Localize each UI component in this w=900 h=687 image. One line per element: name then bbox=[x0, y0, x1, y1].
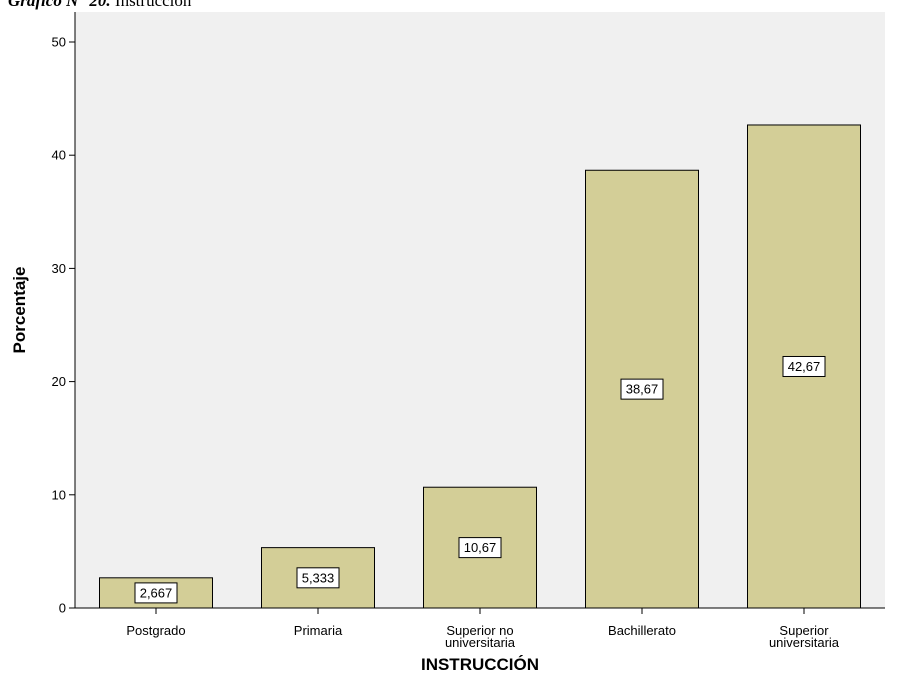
y-axis-ticks: 0 10 20 30 40 50 bbox=[52, 35, 75, 616]
y-tick-label: 10 bbox=[52, 487, 66, 502]
data-label-box bbox=[782, 355, 826, 377]
data-label: 2,667 bbox=[140, 585, 173, 600]
data-label-box bbox=[620, 378, 664, 400]
x-tick-label: Superior universitaria bbox=[769, 623, 840, 650]
data-label-box bbox=[134, 582, 178, 604]
data-labels: 2,667 5,333 10,67 38,67 42,67 bbox=[134, 355, 826, 604]
data-label: 10,67 bbox=[464, 540, 497, 555]
y-axis-title: Porcentaje bbox=[10, 267, 29, 354]
data-label: 42,67 bbox=[788, 359, 821, 374]
x-tick-label: Postgrado bbox=[126, 623, 185, 638]
x-axis-ticks: Postgrado Primaria Superior no universitari… bbox=[126, 608, 840, 650]
figure-caption-prefix: Gráfico N° 20. bbox=[8, 0, 111, 10]
x-axis-title: INSTRUCCIÓN bbox=[421, 655, 539, 674]
data-label-box bbox=[296, 567, 340, 589]
y-tick-label: 50 bbox=[52, 35, 66, 50]
x-tick-label: Bachillerato bbox=[608, 623, 676, 638]
y-tick-label: 40 bbox=[52, 148, 66, 163]
y-tick-label: 20 bbox=[52, 374, 66, 389]
x-tick-label: Primaria bbox=[294, 623, 343, 638]
figure-caption-text: Instrucción bbox=[110, 0, 192, 10]
y-tick-label: 30 bbox=[52, 261, 66, 276]
data-label: 5,333 bbox=[302, 570, 335, 585]
data-label-box bbox=[458, 537, 502, 559]
x-tick-label: Superior no universitaria bbox=[445, 623, 516, 650]
figure-caption: Gráfico N° 20. Instrucción bbox=[8, 0, 191, 11]
data-label: 38,67 bbox=[626, 382, 659, 397]
y-tick-label: 0 bbox=[59, 601, 66, 616]
